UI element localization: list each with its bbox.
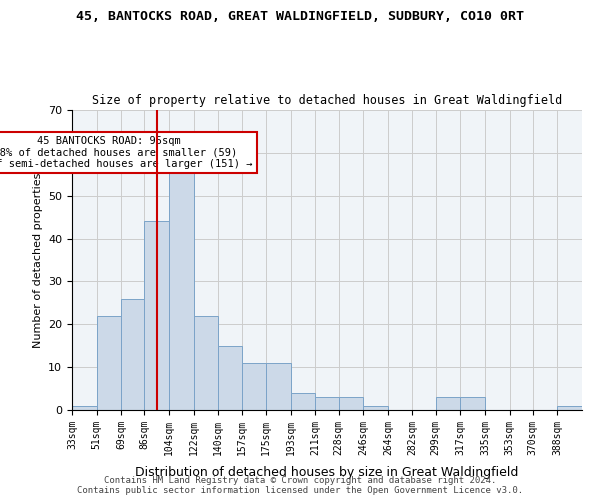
Bar bbox=[97, 316, 121, 410]
Text: Contains HM Land Registry data © Crown copyright and database right 2024.
Contai: Contains HM Land Registry data © Crown c… bbox=[77, 476, 523, 495]
Bar bbox=[363, 406, 388, 410]
Bar bbox=[194, 316, 218, 410]
Bar bbox=[266, 363, 291, 410]
Text: 45 BANTOCKS ROAD: 95sqm
← 28% of detached houses are smaller (59)
72% of semi-de: 45 BANTOCKS ROAD: 95sqm ← 28% of detache… bbox=[0, 136, 253, 169]
X-axis label: Distribution of detached houses by size in Great Waldingfield: Distribution of detached houses by size … bbox=[136, 466, 518, 479]
Text: 45, BANTOCKS ROAD, GREAT WALDINGFIELD, SUDBURY, CO10 0RT: 45, BANTOCKS ROAD, GREAT WALDINGFIELD, S… bbox=[76, 10, 524, 23]
Bar bbox=[338, 397, 363, 410]
Y-axis label: Number of detached properties: Number of detached properties bbox=[32, 172, 43, 348]
Bar bbox=[145, 222, 169, 410]
Bar bbox=[291, 393, 316, 410]
Bar bbox=[72, 406, 97, 410]
Title: Size of property relative to detached houses in Great Waldingfield: Size of property relative to detached ho… bbox=[92, 94, 562, 108]
Bar bbox=[169, 162, 194, 410]
Bar bbox=[460, 397, 485, 410]
Bar bbox=[557, 406, 582, 410]
Bar bbox=[242, 363, 266, 410]
Bar bbox=[218, 346, 242, 410]
Bar bbox=[436, 397, 460, 410]
Bar bbox=[121, 298, 145, 410]
Bar bbox=[316, 397, 338, 410]
